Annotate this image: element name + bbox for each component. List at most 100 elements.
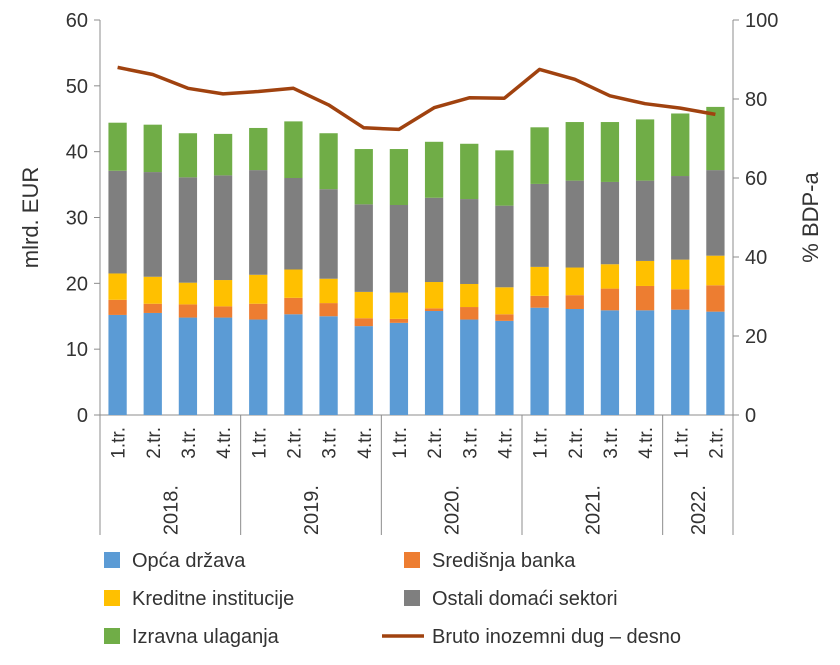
bar-segment — [671, 309, 690, 415]
bar-segment — [284, 121, 303, 178]
bar-segment — [600, 310, 620, 415]
legend-label: Bruto inozemni dug – desno — [432, 626, 681, 648]
x-group-label: 2020. — [442, 485, 464, 535]
bar-segment — [460, 199, 479, 284]
right-tick-label: 80 — [745, 89, 767, 111]
x-tick-label: 2.tr. — [706, 427, 727, 459]
x-tick-label: 2.tr. — [144, 427, 165, 459]
bar-segment — [354, 204, 373, 292]
bar-segment — [319, 278, 338, 304]
bar-segment — [319, 133, 338, 190]
bar-segment — [108, 122, 127, 171]
legend-swatch — [404, 552, 420, 568]
x-tick-label: 2.tr. — [425, 427, 446, 459]
legend-label: Opća država — [132, 550, 246, 572]
bar-segment — [706, 106, 725, 171]
bar-segment — [565, 295, 584, 310]
bar-segment — [143, 303, 162, 313]
bar-segment — [600, 181, 620, 265]
bar-segment — [354, 149, 373, 205]
x-tick-label: 4.tr. — [355, 427, 376, 459]
bar-segment — [495, 320, 514, 415]
x-group-label: 2021. — [582, 485, 604, 535]
x-tick-label: 1.tr. — [390, 427, 411, 459]
bar-segment — [143, 312, 162, 415]
x-tick-label: 1.tr. — [109, 427, 130, 459]
bar-segment — [460, 307, 479, 320]
bar-segment — [424, 141, 444, 198]
x-tick-label: 1.tr. — [249, 427, 270, 459]
x-tick-label: 1.tr. — [671, 427, 692, 459]
bar-segment — [706, 311, 725, 415]
bar-segment — [460, 283, 479, 308]
bar-segment — [108, 273, 127, 300]
bar-segment — [600, 288, 620, 311]
x-tick-label: 3.tr. — [320, 427, 341, 459]
bar-segment — [706, 170, 725, 256]
bar-segment — [249, 319, 268, 415]
bar-segment — [530, 183, 549, 267]
bar-segment — [671, 259, 690, 290]
x-tick-label: 1.tr. — [531, 427, 552, 459]
legend-swatch — [104, 590, 120, 606]
bar-segment — [424, 197, 444, 283]
bar-segment — [108, 314, 127, 415]
x-tick-label: 4.tr. — [495, 427, 516, 459]
x-tick-label: 3.tr. — [601, 427, 622, 459]
bar-segment — [108, 299, 127, 315]
bar-segment — [495, 205, 514, 288]
bar-segment — [635, 260, 655, 286]
left-tick-label: 50 — [66, 76, 88, 98]
bar-segment — [249, 303, 268, 320]
bar-segment — [635, 285, 655, 311]
legend-swatch — [104, 628, 120, 644]
bar-segment — [495, 287, 514, 315]
bar-segment — [389, 322, 409, 415]
bar-segment — [284, 269, 303, 298]
bar-segment — [108, 170, 127, 274]
bar-segment — [565, 122, 584, 181]
right-tick-label: 100 — [745, 10, 778, 32]
bar-segment — [530, 266, 549, 296]
left-tick-label: 10 — [66, 339, 88, 361]
bar-segment — [284, 314, 303, 415]
left-tick-label: 20 — [66, 273, 88, 295]
bar-segment — [706, 255, 725, 286]
bar-segment — [530, 307, 549, 415]
bar-segment — [213, 280, 233, 307]
legend-label: Kreditne institucije — [132, 588, 294, 610]
bar-segment — [319, 189, 338, 279]
bar-segment — [530, 295, 549, 308]
bar-segment — [178, 177, 198, 283]
bar-segment — [319, 316, 338, 415]
bar-segment — [284, 297, 303, 315]
left-tick-label: 0 — [77, 405, 88, 427]
x-tick-label: 3.tr. — [179, 427, 200, 459]
x-group-label: 2018. — [160, 485, 182, 535]
y-axis-title-left: mlrd. EUR — [18, 167, 43, 268]
right-tick-label: 60 — [745, 168, 767, 190]
x-tick-label: 2.tr. — [284, 427, 305, 459]
bar-segment — [565, 267, 584, 296]
bar-segment — [424, 310, 444, 415]
bar-segment — [178, 317, 198, 415]
bar-segment — [143, 124, 162, 173]
bar-segment — [178, 282, 198, 305]
bar-segment — [143, 276, 162, 304]
x-tick-label: 2.tr. — [566, 427, 587, 459]
bar-segment — [671, 113, 690, 177]
bar-segment — [284, 178, 303, 270]
left-tick-label: 60 — [66, 10, 88, 32]
bar-segment — [389, 292, 409, 319]
right-tick-label: 0 — [745, 405, 756, 427]
bar-segment — [249, 170, 268, 275]
bar-segment — [495, 314, 514, 321]
bar-segment — [143, 172, 162, 277]
bar-segment — [424, 282, 444, 309]
bar-segment — [319, 303, 338, 317]
bar-segment — [635, 119, 655, 181]
bar-segment — [213, 133, 233, 176]
bar-segment — [530, 127, 549, 184]
bar-segment — [600, 122, 620, 182]
